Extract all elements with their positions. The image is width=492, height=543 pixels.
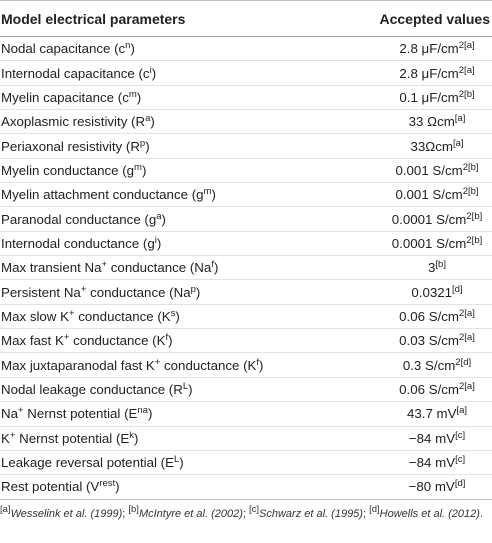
parameter-value: 0.0321[d] bbox=[270, 279, 492, 305]
parameter-value: 0.0001 S/cm2[b] bbox=[270, 231, 492, 257]
table-row: K+ Nernst potential (Ek) −84 mV[c] bbox=[0, 426, 492, 451]
parameter-value: 0.06 S/cm2[a] bbox=[270, 304, 492, 330]
parameter-value: 0.001 S/cm2[b] bbox=[270, 182, 492, 208]
table-row: Paranodal conductance (ga) 0.0001 S/cm2[b… bbox=[0, 206, 492, 232]
table-row: Internodal capacitance (ci) 2.8 μF/cm2[a] bbox=[0, 60, 492, 86]
parameter-name: Myelin attachment conductance (gm) bbox=[0, 182, 270, 208]
parameter-name: Max slow K+ conductance (Ks) bbox=[0, 304, 270, 330]
parameter-value: 2.8 μF/cm2[a] bbox=[270, 60, 492, 86]
table-row: Nodal leakage conductance (RL) 0.06 S/cm2… bbox=[0, 377, 492, 403]
table-footnote: [a]Wesselink et al. (1999); [b]McIntyre … bbox=[0, 504, 483, 520]
parameter-name: Max juxtaparanodal fast K+ conductance (… bbox=[0, 352, 270, 378]
table-row: Myelin attachment conductance (gm) 0.001 … bbox=[0, 182, 492, 208]
table-row: Max transient Na+ conductance (Naf) 3[b] bbox=[0, 255, 492, 281]
parameter-value: 0.03 S/cm2[a] bbox=[270, 328, 492, 354]
parameter-name: Periaxonal resistivity (Rp) bbox=[0, 133, 270, 159]
table-row: Myelin conductance (gm) 0.001 S/cm2[b] bbox=[0, 158, 492, 184]
parameter-value: 0.1 μF/cm2[b] bbox=[270, 85, 492, 111]
footnote-reference: Howells et al. (2012) bbox=[379, 508, 480, 520]
footnote-marker: [b] bbox=[128, 504, 139, 515]
table-row: Max fast K+ conductance (Kf) 0.03 S/cm2[a… bbox=[0, 328, 492, 354]
parameter-value: 3[b] bbox=[270, 255, 492, 281]
parameter-value: −84 mV[c] bbox=[270, 426, 492, 451]
table-row: Na+ Nernst potential (Ena) 43.7 mV[a] bbox=[0, 401, 492, 427]
table-row: Leakage reversal potential (EL) −84 mV[c] bbox=[0, 450, 492, 476]
parameter-value: 33Ωcm[a] bbox=[270, 133, 492, 159]
parameter-name: Persistent Na+ conductance (Nap) bbox=[0, 279, 270, 305]
header-parameter: Model electrical parameters bbox=[0, 0, 270, 37]
parameter-name: Max fast K+ conductance (Kf) bbox=[0, 328, 270, 354]
parameter-name: Rest potential (Vrest) bbox=[0, 474, 270, 500]
parameter-value: 2.8 μF/cm2[a] bbox=[270, 36, 492, 62]
table-row: Nodal capacitance (cn) 2.8 μF/cm2[a] bbox=[0, 36, 492, 62]
header-value: Accepted values bbox=[270, 0, 492, 37]
table-row: Rest potential (Vrest) −80 mV[d] bbox=[0, 474, 492, 500]
parameter-value: −84 mV[c] bbox=[270, 450, 492, 476]
table-header-row: Model electrical parameters Accepted val… bbox=[0, 0, 492, 37]
parameter-name: Na+ Nernst potential (Ena) bbox=[0, 401, 270, 427]
parameter-name: Leakage reversal potential (EL) bbox=[0, 450, 270, 476]
parameter-value: 43.7 mV[a] bbox=[270, 401, 492, 427]
footnote-marker: [a] bbox=[0, 504, 11, 515]
table-row: Persistent Na+ conductance (Nap) 0.0321[d… bbox=[0, 279, 492, 305]
footnote-marker: [d] bbox=[369, 504, 380, 515]
footnote-reference: McIntyre et al. (2002) bbox=[138, 508, 243, 520]
parameter-name: Axoplasmic resistivity (Ra) bbox=[0, 109, 270, 135]
parameter-value: 0.06 S/cm2[a] bbox=[270, 377, 492, 403]
parameter-value: 0.0001 S/cm2[b] bbox=[270, 206, 492, 232]
parameter-value: 0.3 S/cm2[d] bbox=[270, 352, 492, 378]
parameter-value: 33 Ωcm[a] bbox=[270, 109, 492, 135]
footnote-marker: [c] bbox=[249, 504, 260, 515]
table-row: Axoplasmic resistivity (Ra) 33 Ωcm[a] bbox=[0, 109, 492, 135]
parameters-table: Model electrical parameters Accepted val… bbox=[0, 0, 492, 500]
parameter-value: −80 mV[d] bbox=[270, 474, 492, 500]
table-row: Max slow K+ conductance (Ks) 0.06 S/cm2[a… bbox=[0, 304, 492, 330]
parameter-name: Max transient Na+ conductance (Naf) bbox=[0, 255, 270, 281]
parameter-name: Myelin capacitance (cm) bbox=[0, 85, 270, 111]
parameter-name: Nodal capacitance (cn) bbox=[0, 36, 270, 62]
footnote-reference: Wesselink et al. (1999) bbox=[10, 508, 123, 520]
parameter-name: Myelin conductance (gm) bbox=[0, 158, 270, 184]
parameter-name: Paranodal conductance (ga) bbox=[0, 206, 270, 232]
table-row: Periaxonal resistivity (Rp) 33Ωcm[a] bbox=[0, 133, 492, 159]
parameter-value: 0.001 S/cm2[b] bbox=[270, 158, 492, 184]
footnote-reference: Schwarz et al. (1995) bbox=[259, 508, 363, 520]
parameter-name: Nodal leakage conductance (RL) bbox=[0, 377, 270, 403]
table-row: Max juxtaparanodal fast K+ conductance (… bbox=[0, 352, 492, 378]
parameter-name: K+ Nernst potential (Ek) bbox=[0, 426, 270, 451]
parameter-name: Internodal capacitance (ci) bbox=[0, 60, 270, 86]
table-row: Myelin capacitance (cm) 0.1 μF/cm2[b] bbox=[0, 85, 492, 111]
parameter-name: Internodal conductance (gi) bbox=[0, 231, 270, 257]
table-row: Internodal conductance (gi) 0.0001 S/cm2[… bbox=[0, 231, 492, 257]
